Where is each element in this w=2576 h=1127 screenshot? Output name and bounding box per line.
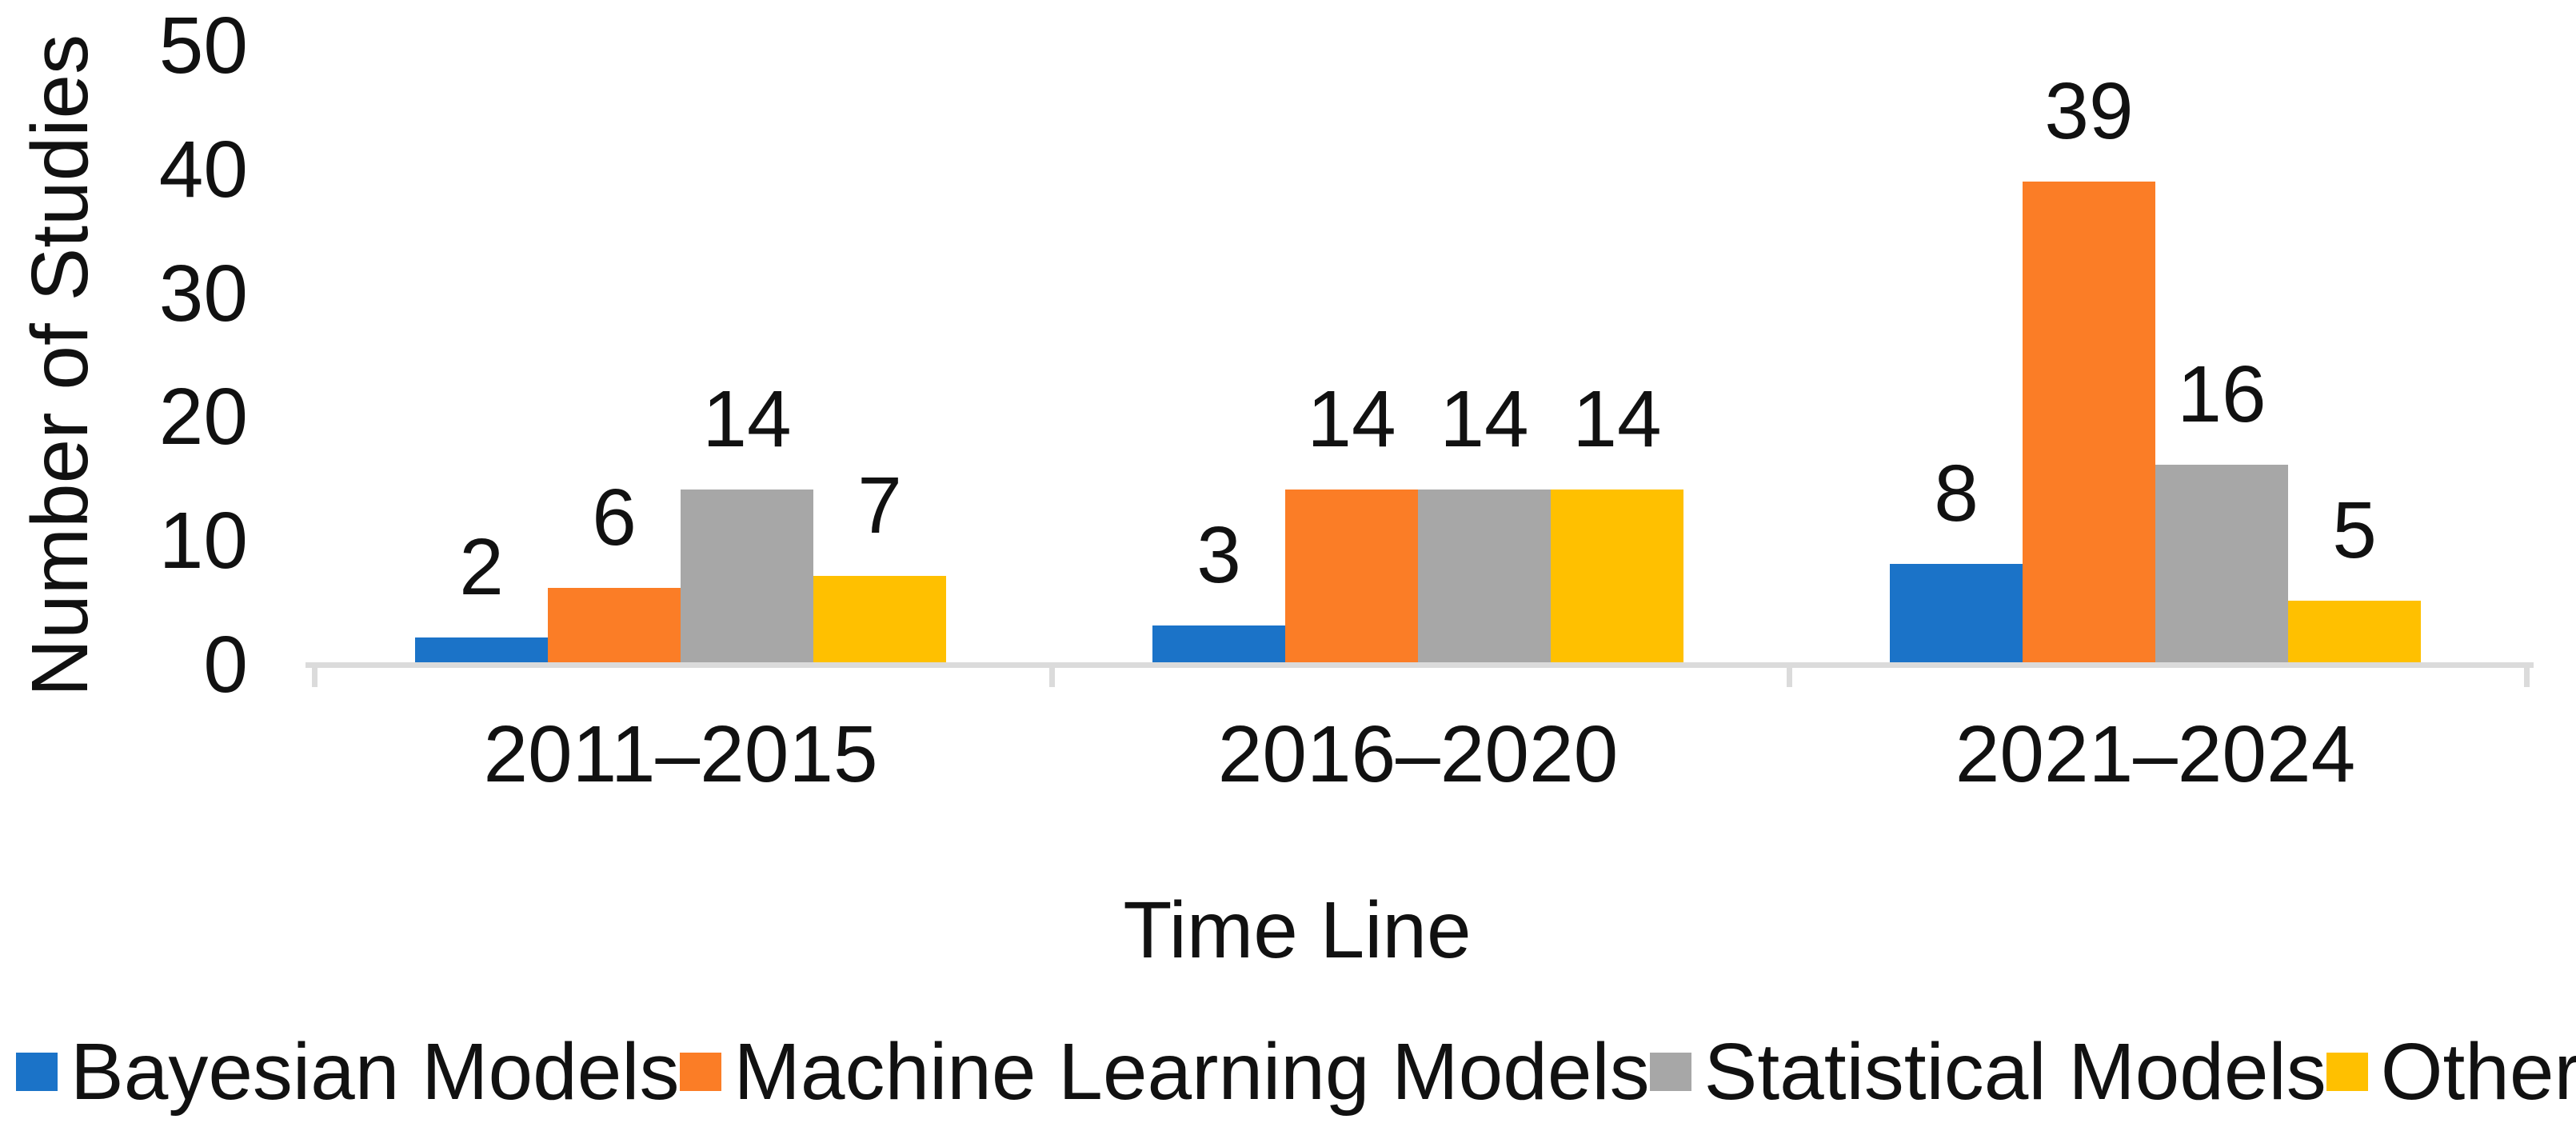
bar-value-label: 14 — [1307, 374, 1396, 464]
bar-statistical-models-2011-2015 — [681, 490, 813, 662]
bar-value-label: 16 — [2177, 350, 2266, 439]
legend-swatch — [1649, 1053, 1691, 1091]
legend-label: Bayesian Models — [70, 1027, 680, 1117]
x-axis-tick-mark — [2524, 662, 2530, 687]
x-category-label: 2016–2020 — [1217, 709, 1619, 799]
y-tick-label: 30 — [158, 248, 248, 338]
bar-machine-learning-models-2016-2020 — [1285, 490, 1418, 662]
bar-bayesian-models-2016-2020 — [1152, 625, 1285, 662]
bar-others-2016-2020 — [1551, 490, 1683, 662]
bar-statistical-models-2016-2020 — [1418, 490, 1551, 662]
bar-value-label: 14 — [1572, 374, 1662, 464]
y-tick-label: 0 — [203, 620, 248, 709]
legend-swatch — [2326, 1053, 2368, 1091]
legend-swatch — [16, 1053, 58, 1091]
legend-item: Others — [2326, 1028, 2576, 1116]
bar-others-2011-2015 — [813, 576, 946, 662]
bar-value-label: 39 — [2044, 66, 2134, 156]
bar-bayesian-models-2011-2015 — [415, 637, 548, 662]
legend-item: Machine Learning Models — [679, 1027, 1650, 1117]
legend-label: Machine Learning Models — [733, 1027, 1650, 1117]
y-axis-title: Number of Studies — [15, 34, 105, 697]
bar-bayesian-models-2021-2024 — [1890, 564, 2023, 662]
bar-machine-learning-models-2021-2024 — [2023, 182, 2155, 662]
legend: Bayesian Models Machine Learning Models St… — [16, 1025, 2576, 1119]
bar-value-label: 7 — [857, 461, 902, 550]
bar-machine-learning-models-2011-2015 — [548, 588, 681, 662]
bar-statistical-models-2021-2024 — [2155, 465, 2288, 662]
bar-value-label: 14 — [702, 374, 792, 464]
x-axis-tick-mark — [312, 662, 318, 687]
bar-value-label: 8 — [1934, 449, 1979, 538]
legend-item: Bayesian Models — [16, 1028, 680, 1116]
bar-others-2021-2024 — [2288, 601, 2421, 662]
x-category-label: 2011–2015 — [483, 709, 878, 799]
bar-value-label: 14 — [1440, 374, 1529, 464]
legend-label: Others — [2380, 1027, 2576, 1117]
x-category-label: 2021–2024 — [1955, 709, 2356, 799]
y-tick-label: 20 — [158, 372, 248, 462]
legend-item: Statistical Models — [1649, 1027, 2326, 1117]
y-tick-label: 50 — [158, 1, 248, 90]
x-axis-tick-mark — [1049, 662, 1055, 687]
bar-value-label: 3 — [1196, 510, 1241, 600]
x-axis-title: Time Line — [1123, 885, 1472, 975]
bar-value-label: 5 — [2332, 486, 2377, 575]
x-axis-tick-mark — [1787, 662, 1792, 687]
bar-value-label: 2 — [459, 522, 504, 612]
y-tick-label: 40 — [158, 124, 248, 214]
legend-swatch — [679, 1053, 721, 1091]
bar-value-label: 6 — [592, 473, 637, 562]
legend-label: Statistical Models — [1703, 1027, 2326, 1117]
y-tick-label: 10 — [158, 496, 248, 586]
x-axis-line — [306, 662, 2534, 668]
